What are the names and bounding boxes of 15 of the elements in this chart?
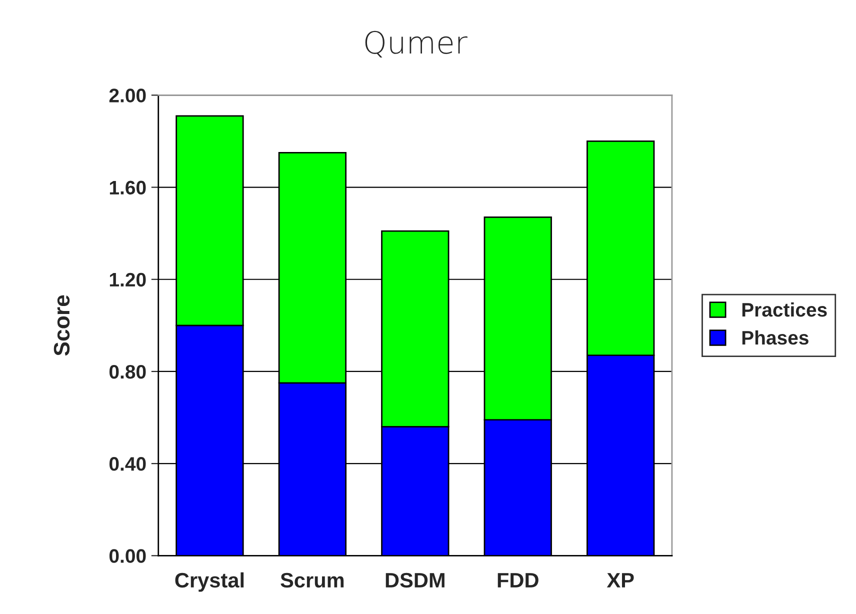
y-tick-label: 0.00 — [109, 549, 146, 563]
x-tick-label: DSDM — [386, 572, 444, 588]
legend-label: Practices — [742, 302, 827, 317]
y-tick-label: 1.20 — [110, 272, 146, 287]
y-tick-label: 0.80 — [109, 364, 146, 379]
y-tick-label: 0.40 — [109, 457, 146, 471]
legend-label: Phases — [742, 330, 808, 345]
chart-title: Qumer — [365, 30, 468, 58]
x-tick-label: FDD — [498, 573, 538, 588]
x-tick-label: XP — [606, 573, 634, 588]
y-axis-title: Score — [54, 295, 70, 356]
y-tick-label: 2.00 — [109, 88, 146, 102]
x-tick-label: Scrum — [280, 572, 344, 588]
y-tick-label: 1.60 — [110, 180, 146, 195]
x-tick-label: Crystal — [175, 572, 244, 592]
